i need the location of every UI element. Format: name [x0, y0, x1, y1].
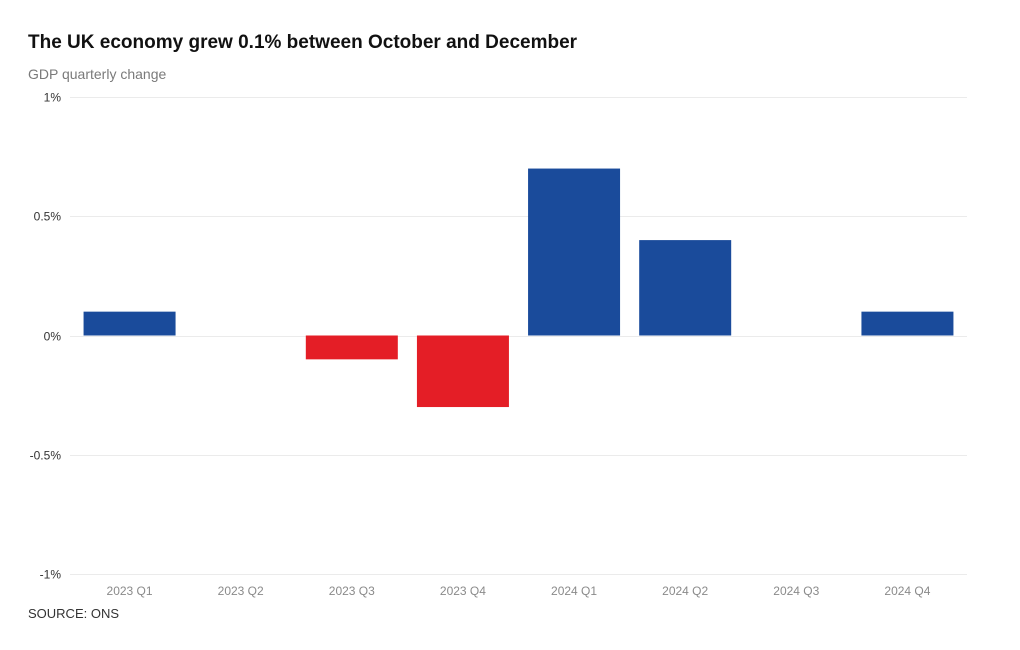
bar	[416, 335, 509, 408]
x-tick-label: 2023 Q1	[107, 584, 153, 598]
source-note: SOURCE: ONS	[28, 606, 120, 621]
bar	[305, 335, 398, 360]
y-tick-label: -0.5%	[30, 449, 62, 463]
y-tick-label: 1%	[44, 91, 62, 105]
bar	[528, 168, 621, 336]
y-tick-label: -1%	[40, 568, 62, 582]
bar	[83, 311, 176, 336]
x-tick-label: 2024 Q2	[662, 584, 708, 598]
chart-title: The UK economy grew 0.1% between October…	[28, 32, 578, 53]
x-tick-label: 2023 Q2	[218, 584, 264, 598]
x-tick-label: 2023 Q3	[329, 584, 375, 598]
chart-subtitle: GDP quarterly change	[28, 66, 167, 82]
x-tick-label: 2023 Q4	[440, 584, 486, 598]
y-axis-ticks: 1% 0.5% 0% -0.5% -1%	[30, 91, 62, 582]
x-axis-ticks: 2023 Q1 2023 Q2 2023 Q3 2023 Q4 2024 Q1 2024 …	[107, 584, 931, 598]
x-tick-label: 2024 Q1	[551, 584, 597, 598]
x-tick-label: 2024 Q3	[773, 584, 819, 598]
y-tick-label: 0%	[44, 330, 62, 344]
bar	[639, 240, 732, 336]
x-tick-label: 2024 Q4	[884, 584, 930, 598]
bar	[861, 311, 954, 336]
gridlines	[70, 97, 967, 575]
y-tick-label: 0.5%	[34, 210, 62, 224]
bars	[83, 168, 954, 408]
